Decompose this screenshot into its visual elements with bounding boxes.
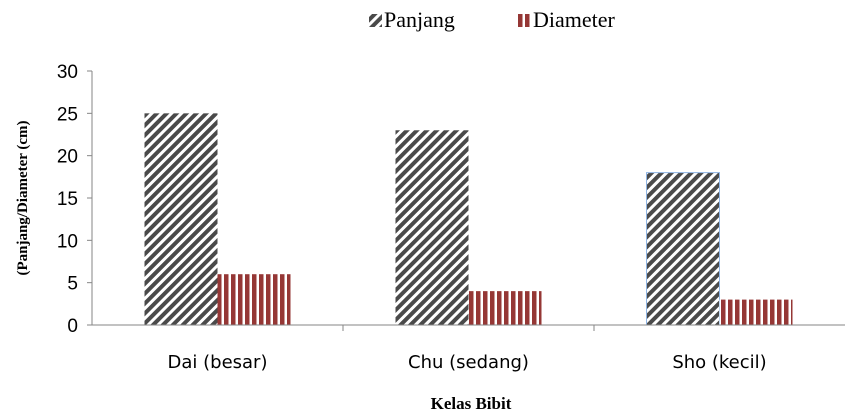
x-axis-category-labels: Dai (besar) Chu (sedang) Sho (kecil) [168,352,767,373]
y-axis-ticks: 0 5 10 15 20 25 30 [57,62,92,337]
y-tick-label: 15 [57,189,78,210]
y-tick-label: 10 [57,231,78,252]
y-tick-label: 5 [67,274,78,295]
x-category-label: Chu (sedang) [408,352,529,373]
bar-panjang-2 [647,173,720,325]
y-tick-label: 25 [57,104,78,125]
y-tick-label: 20 [57,147,78,168]
bars [145,113,793,325]
x-axis-title: Kelas Bibit [431,394,512,413]
legend-label-diameter: Diameter [533,7,616,32]
y-tick-label: 30 [57,62,78,83]
bar-panjang-1 [396,130,469,325]
y-axis-title: (Panjang/Diameter (cm) [15,120,31,275]
bar-diameter-0 [218,274,291,325]
y-tick-label: 0 [67,316,78,337]
x-category-label: Sho (kecil) [672,352,766,373]
x-category-label: Dai (besar) [168,352,268,373]
legend: Panjang Diameter [369,7,616,32]
legend-label-panjang: Panjang [384,7,455,32]
bar-diameter-2 [720,300,793,325]
legend-swatch-panjang [369,14,382,27]
legend-swatch-diameter [518,14,531,27]
bar-panjang-0 [145,113,218,325]
bar-diameter-1 [469,291,542,325]
